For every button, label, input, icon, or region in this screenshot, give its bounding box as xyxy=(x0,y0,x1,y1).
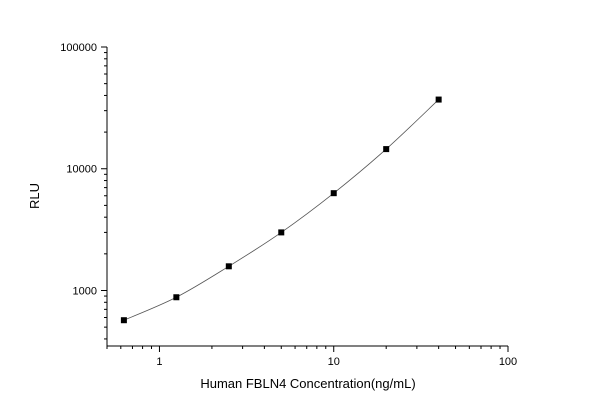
data-point xyxy=(435,96,442,103)
y-tick-label: 1000 xyxy=(73,285,97,297)
y-ticks: 1000 10000 100000 xyxy=(60,42,107,340)
x-tick-label: 100 xyxy=(499,356,517,368)
y-tick-label: 100000 xyxy=(60,42,97,54)
x-axis-label: Human FBLN4 Concentration(ng/mL) xyxy=(200,376,415,391)
data-points xyxy=(120,96,442,324)
data-point xyxy=(278,229,285,236)
data-point xyxy=(173,294,180,301)
data-point xyxy=(383,146,390,153)
x-tick-label: 10 xyxy=(328,356,340,368)
axes xyxy=(106,47,508,347)
data-point xyxy=(330,190,337,197)
x-tick-label: 1 xyxy=(156,356,162,368)
x-ticks: 1 10 100 xyxy=(106,346,517,368)
fit-curve xyxy=(123,99,439,321)
y-tick-label: 10000 xyxy=(66,164,97,176)
y-axis-label: RLU xyxy=(27,183,42,209)
data-point xyxy=(120,317,127,324)
data-point xyxy=(225,263,232,270)
